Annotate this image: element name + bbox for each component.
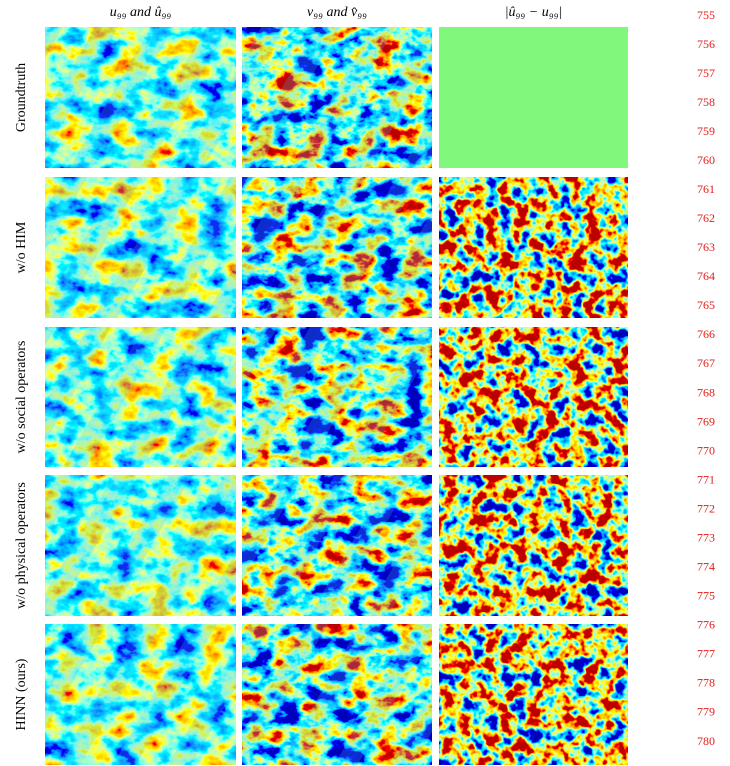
line-number: 766 — [697, 327, 715, 341]
heatmap-stripes — [242, 327, 432, 467]
heatmap — [439, 27, 628, 168]
heatmap-stripes — [45, 475, 236, 616]
column-header: v₉₉ and v̂₉₉ — [307, 5, 367, 20]
line-number: 765 — [697, 298, 715, 312]
line-number: 767 — [697, 356, 715, 370]
line-number: 774 — [697, 560, 715, 574]
figure: u₉₉ and û₉₉ v₉₉ and v̂₉₉ |û₉₉ − u₉₉| Ground… — [0, 0, 730, 766]
line-number: 772 — [697, 501, 715, 515]
line-number: 756 — [697, 37, 715, 51]
heatmap-stripes — [45, 624, 236, 765]
line-number: 761 — [697, 182, 715, 196]
line-number: 762 — [697, 211, 715, 225]
heatmap-stripes — [45, 27, 236, 168]
line-number: 758 — [697, 95, 715, 109]
heatmap-stripes — [242, 177, 432, 318]
heatmap — [439, 327, 628, 467]
line-number: 779 — [697, 705, 715, 719]
line-number: 760 — [697, 153, 715, 167]
line-number: 763 — [697, 240, 715, 254]
line-number: 780 — [697, 734, 715, 748]
line-number: 777 — [697, 647, 715, 661]
line-number: 768 — [697, 385, 715, 399]
line-number: 778 — [697, 676, 715, 690]
row-label: w/o HIM — [14, 221, 29, 273]
heatmap-stripes — [242, 624, 432, 765]
column-header: u₉₉ and û₉₉ — [110, 5, 172, 20]
line-number: 773 — [697, 530, 715, 544]
line-number: 757 — [697, 66, 715, 80]
heatmap — [439, 624, 628, 765]
heatmap-stripes — [45, 177, 236, 318]
heatmap — [439, 177, 628, 318]
heatmap-stripes — [242, 27, 432, 168]
row-label: w/o social operators — [14, 341, 29, 454]
line-number: 759 — [697, 124, 715, 138]
panels — [45, 27, 628, 765]
row-label: HINN (ours) — [14, 658, 29, 730]
line-number: 770 — [697, 443, 715, 457]
line-number: 776 — [697, 618, 715, 632]
heatmap-stripes — [45, 327, 236, 467]
line-number: 769 — [697, 414, 715, 428]
line-number: 775 — [697, 589, 715, 603]
row-label: w/o physical operators — [14, 482, 29, 609]
heatmap-stripes — [242, 475, 432, 616]
row-label: Groundtruth — [14, 63, 29, 132]
heatmap — [439, 475, 628, 616]
line-number: 771 — [697, 472, 715, 486]
line-number: 764 — [697, 269, 715, 283]
line-number: 755 — [697, 8, 715, 22]
column-header: |û₉₉ − u₉₉| — [505, 5, 563, 20]
